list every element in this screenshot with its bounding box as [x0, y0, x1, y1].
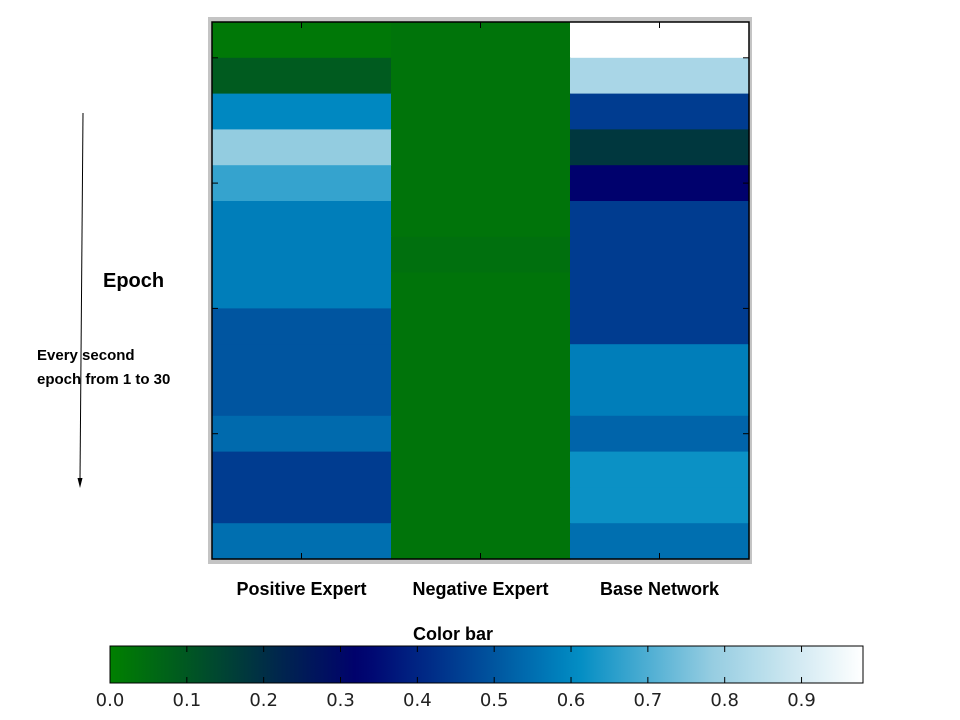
colorbar-tick-label: 0.1 [173, 690, 202, 711]
heatmap-cell [570, 22, 750, 59]
heatmap-cell [391, 308, 571, 345]
heatmap-cell [212, 93, 392, 130]
heatmap-cell [570, 93, 750, 130]
heatmap-cell [391, 451, 571, 488]
heatmap-cell [391, 165, 571, 202]
row-axis-note-line-1: Every second [37, 347, 135, 364]
heatmap-cell [212, 415, 392, 453]
colorbar-tick-label: 0.3 [326, 690, 355, 711]
heatmap-cell [212, 236, 392, 274]
heatmap-cell [570, 236, 750, 274]
heatmap-cell [212, 308, 392, 345]
heatmap-cell [212, 22, 392, 59]
heatmap-cell [570, 129, 750, 166]
heatmap-cell [212, 380, 392, 417]
heatmap-cell [391, 272, 571, 309]
row-axis-arrow-line [79, 112, 84, 481]
heatmap-cell [391, 415, 571, 453]
colorbar-tick-label: 0.2 [249, 690, 278, 711]
colorbar-tick-label: 0.4 [403, 690, 432, 711]
row-axis-label: Epoch [103, 270, 164, 292]
heatmap-cell [391, 236, 571, 274]
heatmap-cell [570, 165, 750, 202]
column-label: Negative Expert [412, 579, 548, 599]
heatmap-cell [391, 487, 571, 524]
column-label: Positive Expert [236, 579, 366, 599]
colorbar-title: Color bar [413, 624, 493, 644]
colorbar-tick-label: 0.6 [557, 690, 586, 711]
heatmap-cell [570, 344, 750, 381]
heatmap-cell [570, 272, 750, 309]
heatmap-cell [570, 487, 750, 524]
heatmap-cell [391, 129, 571, 166]
heatmap-cell [212, 272, 392, 309]
colorbar-tick-label: 0.5 [480, 690, 509, 711]
heatmap-cell [570, 201, 750, 238]
column-labels: Positive Expert Negative Expert Base Netwo… [236, 579, 720, 599]
heatmap-cell [391, 344, 571, 381]
row-axis-note-line-2: epoch from 1 to 30 [37, 371, 170, 388]
heatmap-cell [391, 93, 571, 130]
row-axis-arrowhead [77, 478, 83, 488]
column-label: Base Network [600, 579, 720, 599]
colorbar-tick-label: 0.8 [710, 690, 739, 711]
heatmap-cell [212, 129, 392, 166]
heatmap-cell [212, 165, 392, 202]
heatmap-cell [570, 451, 750, 488]
heatmap-cell [212, 201, 392, 238]
heatmap-cell [391, 380, 571, 417]
heatmap-cell [391, 22, 571, 59]
heatmap-cell [570, 380, 750, 417]
heatmap-cell [212, 487, 392, 524]
heatmap-cells [212, 22, 750, 560]
heatmap-cell [570, 415, 750, 453]
axis-annotations: Epoch Every second epoch from 1 to 30 [37, 112, 170, 488]
heatmap-cell [570, 308, 750, 345]
heatmap-cell [212, 57, 392, 95]
colorbar-ticks: 0.0 0.1 0.2 0.3 0.4 0.5 0.6 0.7 0.8 0.9 [96, 646, 816, 711]
heatmap-cell [391, 201, 571, 238]
colorbar-tick-label: 0.7 [634, 690, 663, 711]
colorbar-tick-label: 0.0 [96, 690, 125, 711]
heatmap-ticks [212, 22, 749, 559]
heatmap-cell [391, 57, 571, 95]
heatmap-cell [212, 344, 392, 381]
heatmap-cell [212, 451, 392, 488]
colorbar [109, 645, 864, 684]
heatmap-cell [570, 57, 750, 95]
colorbar-tick-label: 0.9 [787, 690, 816, 711]
